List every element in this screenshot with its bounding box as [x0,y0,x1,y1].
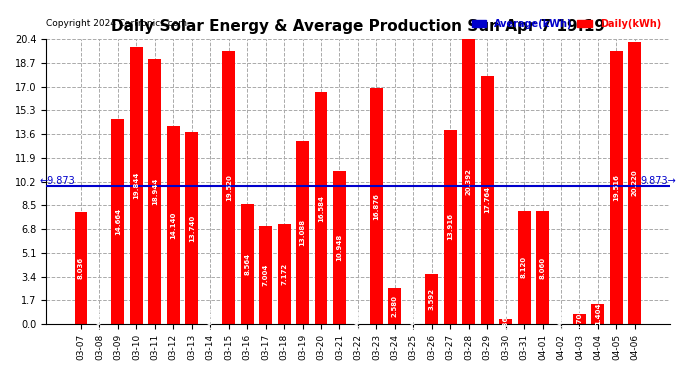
Bar [425,274,438,324]
Text: 14.664: 14.664 [115,208,121,235]
Text: 20.220: 20.220 [632,170,638,196]
Text: 16.584: 16.584 [318,195,324,222]
Bar [462,39,475,324]
Legend: Average(kWh), Daily(kWh): Average(kWh), Daily(kWh) [468,15,664,33]
Text: 0.000: 0.000 [355,309,361,331]
Bar [499,319,512,324]
Text: 0.000: 0.000 [411,309,416,331]
Text: 3.592: 3.592 [428,288,435,310]
Text: Copyright 2024 Cartronics.com: Copyright 2024 Cartronics.com [46,19,187,28]
Text: 0.000: 0.000 [207,309,213,331]
Text: 13.088: 13.088 [299,219,306,246]
Bar [186,132,198,324]
Text: 7.004: 7.004 [263,264,268,286]
Bar [536,211,549,324]
Text: 13.740: 13.740 [189,214,195,242]
Text: 19.844: 19.844 [133,172,139,199]
Bar [444,130,457,324]
Bar [518,211,531,324]
Bar [481,76,493,324]
Bar [370,88,383,324]
Text: 0.368: 0.368 [502,310,509,333]
Text: 2.580: 2.580 [392,295,398,317]
Bar [75,212,88,324]
Text: 7.172: 7.172 [281,263,287,285]
Bar [112,119,124,324]
Bar [591,304,604,324]
Text: 17.764: 17.764 [484,186,490,213]
Bar [573,314,586,324]
Bar [222,51,235,324]
Bar [315,92,328,324]
Text: 8.036: 8.036 [78,257,84,279]
Text: 9.873→: 9.873→ [640,176,676,186]
Bar [167,126,180,324]
Text: 8.120: 8.120 [521,256,527,278]
Text: 0.000: 0.000 [97,309,103,331]
Text: ←9.873: ←9.873 [40,176,76,186]
Text: 0.000: 0.000 [558,309,564,331]
Bar [333,171,346,324]
Text: 8.564: 8.564 [244,253,250,275]
Bar [241,204,254,324]
Text: 20.392: 20.392 [466,168,472,195]
Bar [629,42,641,324]
Text: 19.516: 19.516 [613,174,620,201]
Bar [259,226,272,324]
Bar [388,288,402,324]
Text: 8.060: 8.060 [540,256,546,279]
Text: 16.876: 16.876 [373,193,380,220]
Text: 0.708: 0.708 [576,308,582,330]
Text: 1.404: 1.404 [595,303,601,326]
Text: 13.916: 13.916 [447,213,453,240]
Text: 10.948: 10.948 [337,234,342,261]
Bar [277,224,290,324]
Bar [148,59,161,324]
Text: 18.944: 18.944 [152,178,158,206]
Text: 14.140: 14.140 [170,211,177,239]
Bar [610,51,623,324]
Text: 19.520: 19.520 [226,174,232,201]
Bar [296,141,309,324]
Bar [130,47,143,324]
Title: Daily Solar Energy & Average Production Sun Apr 7 19:19: Daily Solar Energy & Average Production … [111,19,605,34]
